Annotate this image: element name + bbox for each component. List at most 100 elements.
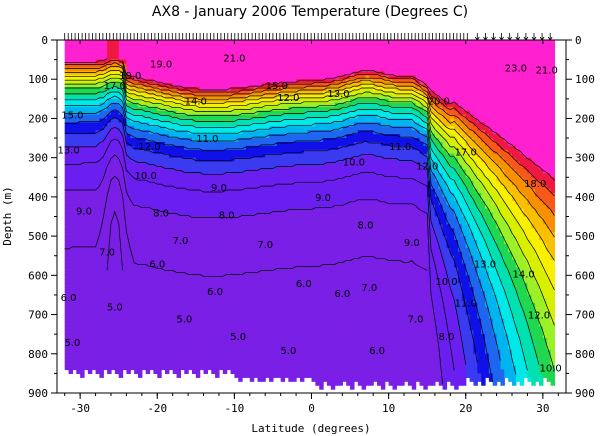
- field-cell: [188, 275, 193, 280]
- field-cell: [276, 118, 282, 123]
- field-cell: [76, 334, 81, 339]
- field-cell: [64, 134, 70, 139]
- field-cell: [103, 334, 108, 339]
- field-cell: [249, 114, 255, 120]
- field-cell: [280, 216, 286, 222]
- field-cell: [95, 114, 101, 120]
- field-cell: [211, 157, 216, 163]
- field-cell: [191, 224, 197, 229]
- field-cell: [199, 338, 205, 343]
- field-cell: [145, 157, 151, 163]
- field-cell: [161, 322, 166, 327]
- field-cell: [249, 349, 255, 355]
- field-cell: [164, 200, 170, 206]
- field-cell: [191, 134, 197, 139]
- field-cell: [253, 318, 259, 323]
- field-cell: [188, 94, 193, 100]
- field-cell: [110, 361, 116, 367]
- field-cell: [87, 47, 93, 53]
- field-cell: [234, 75, 239, 80]
- field-cell: [184, 185, 189, 190]
- field-cell: [188, 216, 193, 222]
- field-cell: [137, 357, 143, 363]
- field-cell: [280, 51, 286, 57]
- field-cell: [153, 138, 158, 143]
- field-cell: [99, 157, 104, 163]
- field-cell: [76, 90, 81, 96]
- field-cell: [230, 130, 235, 135]
- field-cell: [87, 145, 93, 151]
- field-cell: [95, 224, 101, 229]
- field-cell: [134, 279, 139, 284]
- field-cell: [203, 291, 208, 296]
- field-cell: [145, 302, 151, 308]
- field-cell: [157, 220, 162, 225]
- field-cell: [276, 283, 282, 288]
- field-cell: [199, 365, 205, 371]
- field-cell: [211, 130, 216, 135]
- field-cell: [280, 141, 286, 147]
- field-cell: [215, 51, 220, 57]
- field-cell: [234, 177, 239, 182]
- field-cell: [83, 247, 89, 253]
- field-cell: [207, 200, 212, 206]
- field-cell: [103, 263, 108, 269]
- field-cell: [118, 275, 124, 280]
- field-cell: [222, 59, 228, 65]
- field-cell: [145, 173, 151, 178]
- field-cell: [261, 271, 266, 276]
- field-cell: [226, 365, 232, 371]
- field-cell: [245, 306, 251, 312]
- field-cell: [137, 110, 143, 116]
- field-cell: [203, 353, 208, 359]
- field-cell: [103, 236, 108, 241]
- field-cell: [207, 110, 212, 116]
- field-cell: [253, 216, 259, 222]
- field-cell: [157, 212, 162, 218]
- field-cell: [118, 208, 124, 214]
- field-cell: [110, 71, 116, 76]
- field-cell: [141, 149, 147, 155]
- field-cell: [222, 365, 228, 371]
- field-cell: [242, 216, 247, 222]
- field-cell: [161, 196, 166, 202]
- field-cell: [80, 255, 85, 261]
- field-cell: [114, 330, 120, 335]
- field-cell: [211, 251, 216, 257]
- field-cell: [199, 236, 205, 241]
- field-cell: [242, 353, 247, 359]
- field-cell: [145, 51, 151, 57]
- field-cell: [195, 122, 201, 127]
- field-cell: [280, 204, 286, 210]
- field-cell: [149, 283, 155, 288]
- field-cell: [226, 255, 232, 261]
- field-cell: [265, 90, 270, 96]
- field-cell: [91, 94, 97, 100]
- field-cell: [161, 353, 166, 359]
- field-cell: [199, 40, 205, 45]
- field-cell: [249, 75, 255, 80]
- field-cell: [257, 220, 262, 225]
- field-cell: [245, 291, 251, 296]
- field-cell: [176, 259, 181, 265]
- field-cell: [76, 263, 81, 269]
- field-cell: [184, 247, 189, 253]
- field-cell: [91, 67, 97, 72]
- field-cell: [64, 94, 70, 100]
- field-cell: [176, 83, 181, 88]
- field-cell: [122, 149, 128, 155]
- field-cell: [218, 283, 224, 288]
- field-cell: [238, 220, 243, 225]
- field-cell: [215, 342, 220, 347]
- field-cell: [76, 138, 81, 143]
- field-cell: [114, 342, 120, 347]
- field-cell: [110, 47, 116, 53]
- field-cell: [276, 177, 282, 182]
- field-cell: [110, 263, 116, 269]
- field-cell: [134, 310, 139, 316]
- field-cell: [207, 208, 212, 214]
- field-cell: [95, 118, 101, 123]
- field-cell: [269, 79, 274, 84]
- field-cell: [269, 126, 274, 131]
- field-cell: [280, 365, 286, 371]
